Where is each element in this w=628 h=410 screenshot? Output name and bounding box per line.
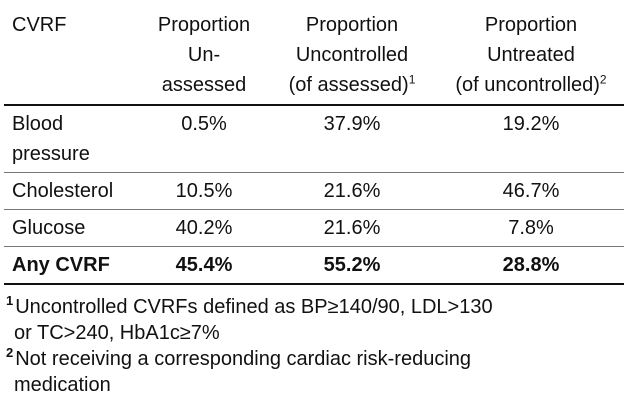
header-line-text: (of assessed) (288, 74, 409, 96)
total-uncontrolled: 55.2% (323, 254, 381, 276)
cell-uncontrolled: 37.9% (323, 113, 381, 135)
total-label: Any CVRF (12, 254, 110, 276)
header-proportion-unassessed: Proportion Un- assessed (142, 4, 266, 105)
cell-unassessed: 0.5% (181, 113, 227, 135)
header-line: Uncontrolled (295, 44, 409, 66)
table-row: Blood pressure 0.5% 37.9% 19.2% (4, 105, 624, 173)
footnote-text-continued: medication (14, 374, 111, 396)
footnote-text-continued: or TC>240, HbA1c≥7% (14, 322, 220, 344)
cell-untreated: 19.2% (502, 113, 560, 135)
row-label-line: Blood (12, 113, 64, 135)
cell-unassessed: 40.2% (175, 217, 233, 239)
header-line: assessed (161, 74, 247, 96)
header-line: Proportion (484, 14, 578, 36)
table-row: Cholesterol 10.5% 21.6% 46.7% (4, 173, 624, 210)
footnote-2: 2 Not receiving a corresponding cardiac r… (6, 346, 622, 398)
row-label-line: pressure (12, 143, 90, 165)
footnote-marker: 1 (6, 293, 14, 309)
header-line-text: (of uncontrolled) (455, 74, 600, 96)
cvrf-summary-table: CVRF Proportion Un- assessed Proportion … (4, 4, 624, 285)
header-proportion-uncontrolled: Proportion Uncontrolled (of assessed)1 (266, 4, 438, 105)
row-label: Glucose (12, 217, 86, 239)
footnote-1: 1 Uncontrolled CVRFs defined as BP≥140/90… (6, 294, 622, 346)
footnote-marker: 2 (6, 345, 14, 361)
table-header-row: CVRF Proportion Un- assessed Proportion … (4, 4, 624, 105)
footnote-ref-2: 2 (599, 72, 607, 87)
header-line: Untreated (487, 44, 575, 66)
cell-uncontrolled: 21.6% (323, 217, 381, 239)
footnote-text: Uncontrolled CVRFs defined as BP≥140/90,… (15, 296, 493, 318)
header-line-with-footnote: (of uncontrolled)2 (442, 70, 620, 100)
row-label: Cholesterol (12, 180, 114, 202)
footnotes: 1 Uncontrolled CVRFs defined as BP≥140/90… (6, 294, 622, 398)
cell-untreated: 46.7% (502, 180, 560, 202)
header-cvrf-text: CVRF (12, 14, 67, 36)
header-line-with-footnote: (of assessed)1 (270, 70, 434, 100)
header-line: Proportion (157, 14, 251, 36)
header-line: Proportion (305, 14, 399, 36)
cell-uncontrolled: 21.6% (323, 180, 381, 202)
table-total-row: Any CVRF 45.4% 55.2% 28.8% (4, 247, 624, 284)
footnote-ref-1: 1 (408, 72, 416, 87)
cell-unassessed: 10.5% (175, 180, 233, 202)
header-line: Un- (187, 44, 221, 66)
cell-untreated: 7.8% (508, 217, 554, 239)
header-cvrf: CVRF (4, 4, 142, 105)
table-row: Glucose 40.2% 21.6% 7.8% (4, 210, 624, 247)
header-proportion-untreated: Proportion Untreated (of uncontrolled)2 (438, 4, 624, 105)
total-untreated: 28.8% (502, 254, 560, 276)
row-label: Blood pressure (4, 105, 142, 173)
total-unassessed: 45.4% (175, 254, 233, 276)
footnote-text: Not receiving a corresponding cardiac ri… (15, 348, 472, 370)
